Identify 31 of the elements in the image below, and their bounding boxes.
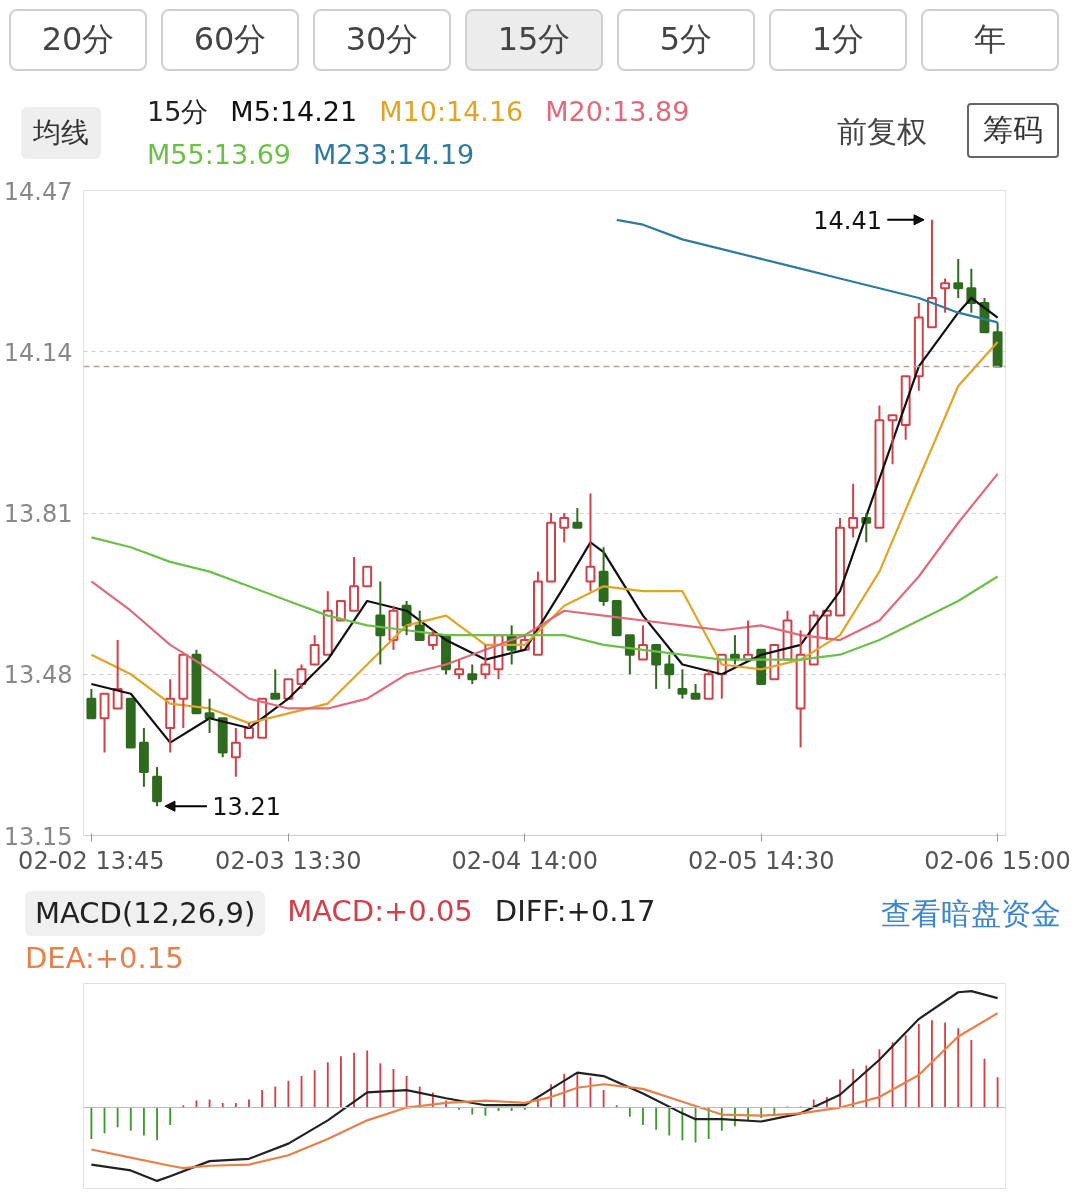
y-tick-label: 14.14	[3, 338, 73, 367]
annotation: 14.41	[813, 206, 883, 235]
text: 20分	[9, 9, 147, 71]
x-tick-label: 02-06 15:00	[924, 846, 1071, 875]
text: M5:14.21	[230, 95, 358, 129]
text: 60分	[161, 9, 299, 71]
text: 筹码	[967, 103, 1059, 158]
text: 1分	[769, 9, 907, 71]
text: M20:13.89	[545, 95, 690, 129]
chart-title: MACD(12,26,9)	[25, 891, 266, 937]
text: MACD:+0.05	[287, 893, 473, 930]
text: DIFF:+0.17	[494, 893, 656, 930]
text: 均线	[21, 107, 101, 159]
text: 5分	[617, 9, 755, 71]
x-tick-label: 02-05 14:30	[687, 846, 835, 875]
x-tick-label: 02-03 13:30	[215, 846, 362, 875]
y-tick-label: 14.47	[3, 177, 73, 206]
y-tick-label: 13.81	[3, 500, 73, 528]
text: 查看暗盘资金	[881, 895, 1061, 933]
annotation: 13.21	[212, 793, 281, 822]
text: DEA:+0.15	[25, 940, 184, 978]
text: M55:13.69	[147, 137, 292, 172]
text: M233:14.19	[313, 137, 475, 172]
text: 年	[921, 9, 1059, 71]
text: M10:14.16	[379, 95, 524, 129]
text: 15分	[147, 95, 209, 129]
x-tick-label: 02-04 14:00	[451, 846, 599, 875]
text: 30分	[313, 9, 451, 71]
y-tick-label: 13.48	[3, 661, 73, 690]
text: 前复权	[837, 113, 927, 151]
text: 15分	[465, 9, 603, 71]
